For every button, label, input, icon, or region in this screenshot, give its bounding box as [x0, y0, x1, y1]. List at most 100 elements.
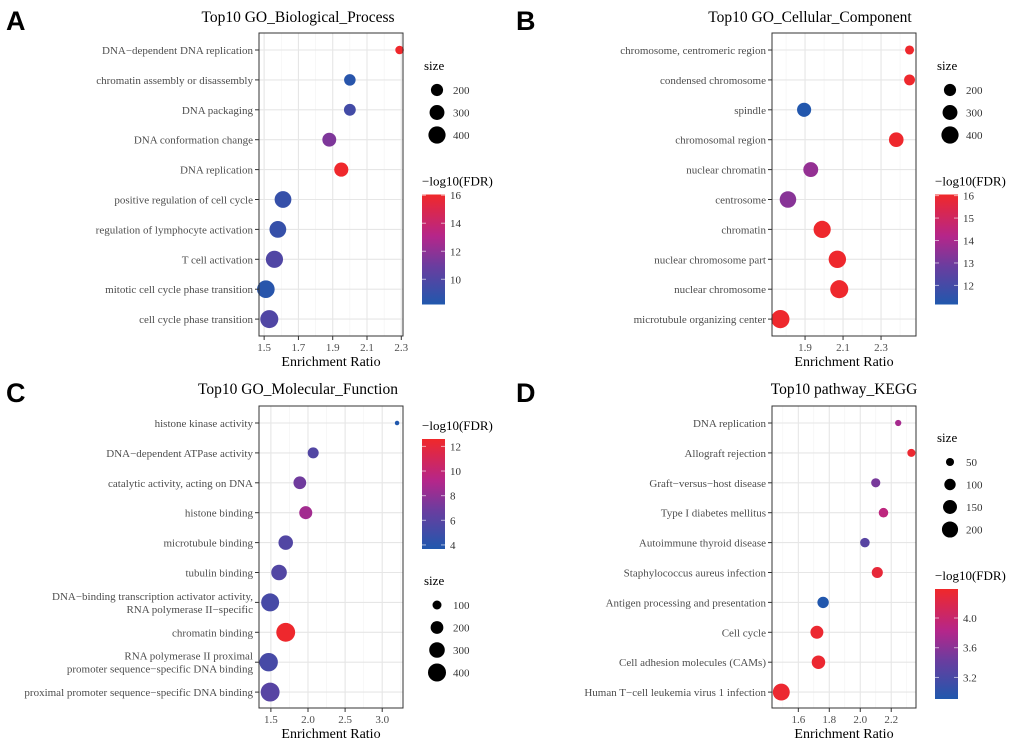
y-tick-label-line: nuclear chromatin — [686, 165, 766, 177]
color-bar-label: 16 — [450, 190, 462, 202]
y-tick-label: regulation of lymphocyte activation — [96, 224, 254, 236]
size-legend-key — [944, 478, 956, 491]
panel-letter: B — [516, 6, 536, 36]
plot-background — [772, 406, 916, 708]
color-legend-title: −log10(FDR) — [935, 568, 1006, 583]
color-legend-title: −log10(FDR) — [422, 418, 493, 433]
y-tick-label-line: chromatin — [721, 224, 766, 236]
y-tick-label: DNA conformation change — [134, 135, 253, 147]
plot-border — [771, 405, 917, 709]
data-point — [269, 221, 287, 238]
y-tick-label: Graft−versus−host disease — [649, 478, 766, 490]
y-tick-label: Human T−cell leukemia virus 1 infection — [584, 687, 766, 699]
y-tick-label: chromosome, centromeric region — [620, 45, 766, 57]
y-tick-label: DNA replication — [180, 165, 254, 177]
x-tick-label: 1.9 — [326, 342, 340, 354]
color-bar-label: 14 — [963, 236, 975, 248]
data-point — [293, 476, 307, 490]
y-tick-label-line: tubulin binding — [185, 568, 253, 580]
x-axis-title: Enrichment Ratio — [281, 355, 380, 370]
y-tick-label-line: DNA−binding transcription activator acti… — [52, 591, 253, 603]
y-tick-label: mitotic cell cycle phase transition — [105, 284, 253, 296]
size-legend-key — [942, 105, 958, 120]
data-point — [265, 250, 284, 268]
x-tick-label: 2.1 — [836, 342, 850, 354]
y-tick-label: cell cycle phase transition — [139, 314, 253, 326]
plot-border — [258, 405, 404, 709]
y-tick-label-line: histone kinase activity — [155, 418, 254, 430]
y-tick-label-line: Cell adhesion molecules (CAMs) — [619, 657, 766, 669]
data-point — [772, 683, 790, 701]
panel-d: D Top10 pathway_KEGG DNA replication Allogr… — [516, 378, 1006, 742]
size-legend-key — [945, 457, 955, 467]
y-tick-label-line: DNA packaging — [182, 105, 254, 117]
data-point — [771, 309, 790, 329]
y-tick-label: nuclear chromosome — [674, 284, 766, 296]
plot-background — [259, 33, 403, 336]
y-tick-label: Cell cycle — [722, 627, 766, 639]
y-tick-label-line: T cell activation — [182, 254, 254, 266]
y-tick-label-line: microtubule binding — [163, 538, 253, 550]
y-tick-label-line: chromatin binding — [172, 627, 253, 639]
y-tick-label: spindle — [734, 105, 766, 117]
color-bar-label: 12 — [450, 441, 461, 453]
y-tick-label: DNA packaging — [182, 105, 254, 117]
y-tick-label-line: DNA−dependent DNA replication — [102, 45, 253, 57]
data-point — [259, 652, 278, 672]
y-tick-label: Staphylococcus aureus infection — [624, 568, 767, 580]
size-legend-label: 300 — [453, 108, 470, 120]
x-tick-label: 1.5 — [257, 342, 271, 354]
size-legend-label: 100 — [453, 600, 470, 612]
y-tick-label-line: catalytic activity, acting on DNA — [108, 478, 253, 490]
data-point — [828, 250, 847, 269]
data-point — [257, 280, 275, 299]
y-tick-label-line: chromosomal region — [675, 135, 766, 147]
data-point — [813, 220, 831, 238]
y-tick-label: chromosomal region — [675, 135, 766, 147]
y-tick-label-line: spindle — [734, 105, 766, 117]
y-tick-label-line: condensed chromosome — [660, 75, 766, 87]
color-legend-title: −log10(FDR) — [422, 174, 493, 189]
panel-letter: D — [516, 378, 536, 408]
x-tick-label: 2.3 — [874, 342, 888, 354]
x-tick-label: 3.0 — [375, 714, 389, 726]
y-tick-label-line: DNA replication — [693, 418, 767, 430]
panel-a: A Top10 GO_Biological_Process DNA−dependen… — [6, 6, 493, 370]
data-point — [871, 478, 881, 488]
size-legend-label: 200 — [966, 85, 983, 97]
data-point — [904, 74, 915, 86]
x-tick-label: 1.7 — [292, 342, 306, 354]
data-point — [322, 132, 337, 147]
color-bar — [935, 194, 958, 305]
size-legend-key — [429, 642, 445, 658]
y-tick-label: positive regulation of cell cycle — [114, 195, 253, 207]
plot-background — [259, 406, 403, 708]
color-bar-label: 13 — [963, 258, 975, 270]
data-point — [871, 566, 883, 579]
size-legend-title: size — [424, 58, 444, 73]
size-legend-key — [428, 126, 446, 144]
data-point — [307, 447, 319, 459]
y-tick-label: Type I diabetes mellitus — [661, 508, 766, 520]
data-point — [260, 682, 280, 702]
color-legend-title: −log10(FDR) — [935, 174, 1006, 189]
y-tick-label: DNA−binding transcription activator acti… — [52, 591, 253, 616]
y-tick-label: DNA−dependent ATPase activity — [106, 448, 253, 460]
x-tick-label: 2.3 — [394, 342, 408, 354]
size-legend-label: 400 — [453, 668, 470, 680]
y-tick-label: microtubule organizing center — [634, 314, 767, 326]
y-tick-label: chromatin assembly or disassembly — [96, 75, 253, 87]
y-tick-label-line: RNA polymerase II−specific — [126, 604, 253, 616]
y-tick-label-line: chromatin assembly or disassembly — [96, 75, 253, 87]
color-bar-label: 10 — [450, 274, 462, 286]
y-tick-label: nuclear chromosome part — [654, 254, 766, 266]
y-tick-label: chromatin — [721, 224, 766, 236]
color-bar-label: 4.0 — [963, 613, 977, 625]
x-tick-label: 2.5 — [338, 714, 352, 726]
panel-letter: C — [6, 378, 26, 408]
x-tick-label: 2.0 — [853, 714, 867, 726]
y-tick-label-line: Autoimmune thyroid disease — [639, 538, 766, 550]
y-tick-label: condensed chromosome — [660, 75, 766, 87]
y-tick-label-line: histone binding — [185, 508, 254, 520]
